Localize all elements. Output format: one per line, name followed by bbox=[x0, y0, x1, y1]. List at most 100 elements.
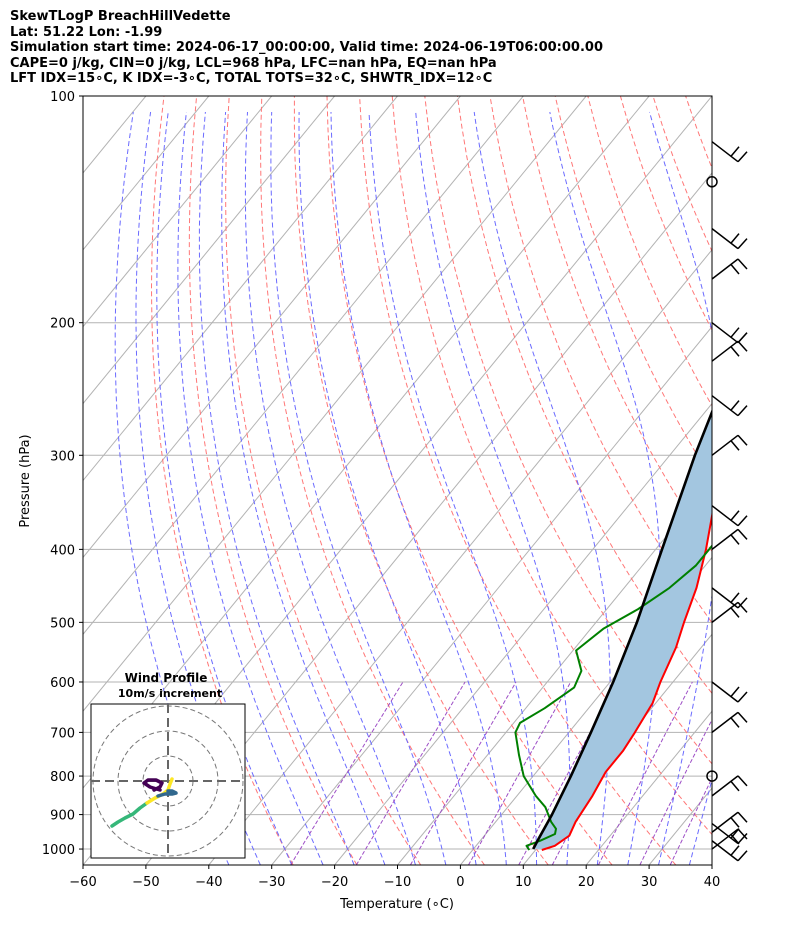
barb-flag bbox=[737, 405, 748, 417]
barb-flag bbox=[737, 340, 748, 352]
x-tick-label: −50 bbox=[132, 875, 159, 890]
isotherm-line bbox=[83, 96, 398, 482]
isotherm-line bbox=[460, 556, 712, 865]
moist-adiabat-line bbox=[177, 111, 324, 865]
barb-staff bbox=[711, 840, 739, 862]
wind-barb bbox=[711, 822, 748, 845]
y-tick-label: 800 bbox=[50, 770, 75, 785]
barb-flag bbox=[730, 400, 740, 411]
inset-subtitle: 10m/s increment bbox=[118, 687, 222, 700]
y-tick-label: 700 bbox=[50, 726, 75, 741]
moist-adiabat-line bbox=[720, 112, 794, 865]
barb-staff bbox=[711, 828, 739, 850]
barb-flag bbox=[737, 515, 748, 527]
barb-flag bbox=[730, 510, 740, 521]
barb-staff bbox=[711, 775, 739, 797]
hodograph-trace bbox=[110, 801, 149, 828]
barb-flag bbox=[737, 151, 748, 163]
dry-adiabat-line bbox=[260, 96, 485, 865]
barb-flag bbox=[737, 711, 748, 723]
mixing-ratio-line bbox=[409, 681, 517, 865]
barb-staff bbox=[711, 711, 739, 733]
y-tick-label: 500 bbox=[50, 616, 75, 631]
barb-staff bbox=[711, 228, 739, 250]
isotherm-line bbox=[585, 710, 712, 865]
inset-title: Wind Profile bbox=[125, 671, 208, 685]
barb-flag bbox=[730, 592, 740, 603]
hodograph-trace bbox=[156, 789, 178, 798]
y-tick-label: 900 bbox=[50, 809, 75, 824]
x-tick-label: −10 bbox=[384, 875, 411, 890]
isotherm-line bbox=[83, 96, 210, 251]
x-tick-label: 40 bbox=[704, 875, 721, 890]
moist-adiabat-line bbox=[298, 111, 477, 865]
barb-flag bbox=[730, 717, 740, 728]
barb-flag bbox=[730, 817, 740, 828]
x-tick-label: 10 bbox=[515, 875, 532, 890]
barb-flag bbox=[730, 534, 740, 545]
barb-flag bbox=[737, 811, 748, 823]
barb-flag bbox=[730, 686, 740, 697]
barb-flag bbox=[737, 691, 748, 703]
hodograph-trace bbox=[145, 777, 174, 805]
barb-flag bbox=[737, 850, 748, 862]
mixing-ratio-line bbox=[468, 681, 572, 865]
moist-adiabat-line bbox=[198, 111, 355, 865]
isotherm-line bbox=[145, 172, 712, 865]
barb-flag bbox=[730, 264, 740, 275]
wind-barb bbox=[711, 528, 748, 550]
moist-adiabat-line bbox=[368, 111, 538, 865]
y-tick-label: 100 bbox=[50, 90, 75, 105]
barb-flag bbox=[730, 828, 740, 839]
calm-wind-circle bbox=[706, 176, 718, 188]
barb-flag bbox=[737, 775, 748, 787]
x-tick-label: −20 bbox=[321, 875, 348, 890]
isotherm-line bbox=[83, 96, 524, 636]
wind-barbs bbox=[706, 96, 748, 862]
temperature-profile bbox=[541, 509, 712, 851]
isotherm-line bbox=[83, 96, 587, 712]
isotherm-line bbox=[271, 325, 712, 865]
barb-staff bbox=[711, 322, 739, 344]
barb-flag bbox=[737, 434, 748, 446]
barb-staff bbox=[711, 681, 739, 703]
moist-adiabat-line bbox=[549, 111, 661, 865]
time-line: Simulation start time: 2024-06-17_00:00:… bbox=[10, 40, 603, 55]
dry-adiabat-line bbox=[652, 96, 712, 253]
barb-flag bbox=[730, 146, 740, 157]
wind-barb bbox=[711, 840, 748, 862]
wind-barb bbox=[711, 811, 748, 833]
chart-header: SkewTLogP BreachHillVedette Lat: 51.22 L… bbox=[10, 9, 603, 87]
x-tick-label: 20 bbox=[578, 875, 595, 890]
moist-adiabat-line bbox=[156, 111, 293, 865]
cape-line: CAPE=0 j/kg, CIN=0 j/kg, LCL=968 hPa, LF… bbox=[10, 55, 497, 71]
barb-staff bbox=[711, 587, 739, 609]
mixing-ratio-line bbox=[355, 681, 466, 865]
moist-adiabat-line bbox=[330, 111, 507, 865]
barb-flag bbox=[737, 528, 748, 540]
wind-barb bbox=[711, 434, 748, 456]
isotherm-line bbox=[83, 96, 84, 97]
barb-flag bbox=[737, 828, 748, 840]
barb-staff bbox=[711, 141, 739, 163]
barb-flag bbox=[730, 346, 740, 357]
mixing-ratio-line bbox=[669, 776, 712, 865]
wind-barb bbox=[711, 505, 748, 527]
dry-adiabat-line bbox=[751, 96, 794, 865]
y-tick-label: 600 bbox=[50, 676, 75, 691]
x-axis-label: Temperature (∘C) bbox=[339, 897, 454, 912]
barb-flag bbox=[737, 258, 748, 270]
barb-staff bbox=[711, 505, 739, 527]
barb-flag bbox=[737, 332, 748, 344]
wind-barb bbox=[711, 228, 748, 250]
isotherm-line bbox=[711, 864, 712, 865]
moist-adiabat-line bbox=[221, 111, 386, 865]
moist-adiabat-line bbox=[415, 111, 571, 865]
barb-flag bbox=[737, 601, 748, 613]
wind-barb bbox=[711, 141, 748, 163]
barb-staff bbox=[711, 434, 739, 456]
location-line: Lat: 51.22 Lon: -1.99 bbox=[10, 24, 163, 40]
isotherm-line bbox=[208, 249, 712, 865]
isotherm-line bbox=[648, 787, 712, 865]
y-tick-label: 400 bbox=[50, 543, 75, 558]
